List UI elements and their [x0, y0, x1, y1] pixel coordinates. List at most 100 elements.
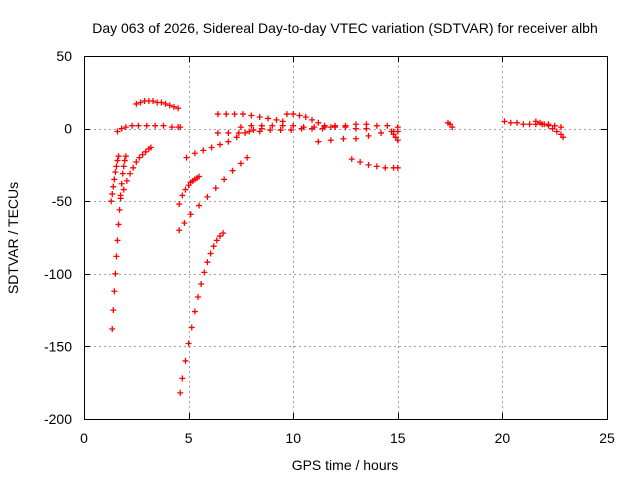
data-point — [250, 127, 257, 134]
data-point — [182, 357, 189, 364]
data-point — [143, 122, 150, 129]
data-point — [109, 190, 116, 197]
data-point — [235, 129, 242, 136]
data-point — [119, 170, 126, 177]
data-point — [150, 98, 157, 105]
data-point — [514, 119, 521, 126]
data-point — [112, 169, 119, 176]
y-tick-label: -100 — [44, 266, 72, 282]
data-point — [352, 135, 359, 142]
data-point — [118, 180, 125, 187]
data-point — [204, 259, 211, 266]
data-point — [187, 211, 194, 218]
data-point — [111, 176, 118, 183]
data-point — [135, 122, 142, 129]
series-arc-6 — [177, 230, 227, 396]
data-point — [256, 113, 263, 120]
data-point — [118, 125, 125, 132]
data-point — [507, 119, 514, 126]
data-point — [142, 148, 149, 155]
data-point — [110, 307, 117, 314]
data-point — [216, 233, 223, 240]
data-point — [394, 164, 401, 171]
data-point — [501, 118, 508, 125]
data-point — [196, 173, 203, 180]
data-point — [248, 122, 255, 129]
series-arc-20 — [532, 118, 567, 141]
data-point — [191, 150, 198, 157]
data-point — [182, 186, 189, 193]
data-point — [244, 154, 251, 161]
data-point — [122, 153, 129, 160]
data-point — [231, 111, 238, 118]
data-point — [229, 167, 236, 174]
y-tick-label: 0 — [64, 121, 72, 137]
data-point — [520, 121, 527, 128]
data-point — [321, 122, 328, 129]
data-point — [181, 219, 188, 226]
data-point — [309, 116, 316, 123]
data-point — [300, 124, 307, 131]
data-point — [200, 147, 207, 154]
series-arc-2 — [108, 153, 122, 205]
data-point — [204, 193, 211, 200]
series-arc-14 — [315, 128, 401, 145]
data-point — [225, 138, 232, 145]
y-tick-label: -150 — [44, 338, 72, 354]
data-point — [537, 119, 544, 126]
data-point — [541, 121, 548, 128]
data-point — [175, 105, 182, 112]
data-point — [113, 253, 120, 260]
data-point — [242, 129, 249, 136]
data-point — [108, 198, 115, 205]
data-point — [214, 129, 221, 136]
data-point — [114, 157, 121, 164]
data-point — [212, 185, 219, 192]
data-point — [166, 102, 173, 109]
data-point — [113, 163, 120, 170]
data-point — [279, 122, 286, 129]
data-point — [237, 160, 244, 167]
data-point — [195, 294, 202, 301]
x-tick-label: 15 — [390, 430, 406, 446]
x-tick-label: 20 — [495, 430, 511, 446]
data-point — [532, 118, 539, 125]
data-point — [136, 154, 143, 161]
data-point — [185, 340, 192, 347]
data-point — [137, 99, 144, 106]
data-point — [112, 270, 119, 277]
data-point — [116, 206, 123, 213]
data-point — [117, 195, 124, 202]
series-arc-9 — [183, 125, 265, 161]
data-point — [220, 230, 227, 237]
data-point — [340, 135, 347, 142]
data-point — [332, 122, 339, 129]
data-point — [196, 202, 203, 209]
data-point — [256, 128, 263, 135]
grid-layer — [84, 56, 607, 419]
data-point — [198, 280, 205, 287]
data-point — [302, 113, 309, 120]
data-point — [394, 124, 401, 131]
y-tick-label: -200 — [44, 411, 72, 427]
series-arc-5 — [133, 98, 182, 112]
data-point — [191, 308, 198, 315]
data-point — [208, 144, 215, 151]
data-point — [290, 122, 297, 129]
data-point — [133, 100, 140, 107]
data-point — [130, 164, 137, 171]
data-point — [114, 128, 121, 135]
data-point — [348, 156, 355, 163]
y-tick-label: -50 — [52, 193, 72, 209]
data-points-layer — [108, 98, 567, 396]
chart-title: Day 063 of 2026, Sidereal Day-to-day VTE… — [92, 20, 598, 36]
data-point — [110, 183, 117, 190]
data-point — [147, 144, 154, 151]
data-point — [269, 122, 276, 129]
data-point — [258, 122, 265, 129]
data-point — [115, 221, 122, 228]
data-point — [327, 137, 334, 144]
data-point — [283, 111, 290, 118]
data-point — [545, 122, 552, 129]
data-point — [170, 103, 177, 110]
